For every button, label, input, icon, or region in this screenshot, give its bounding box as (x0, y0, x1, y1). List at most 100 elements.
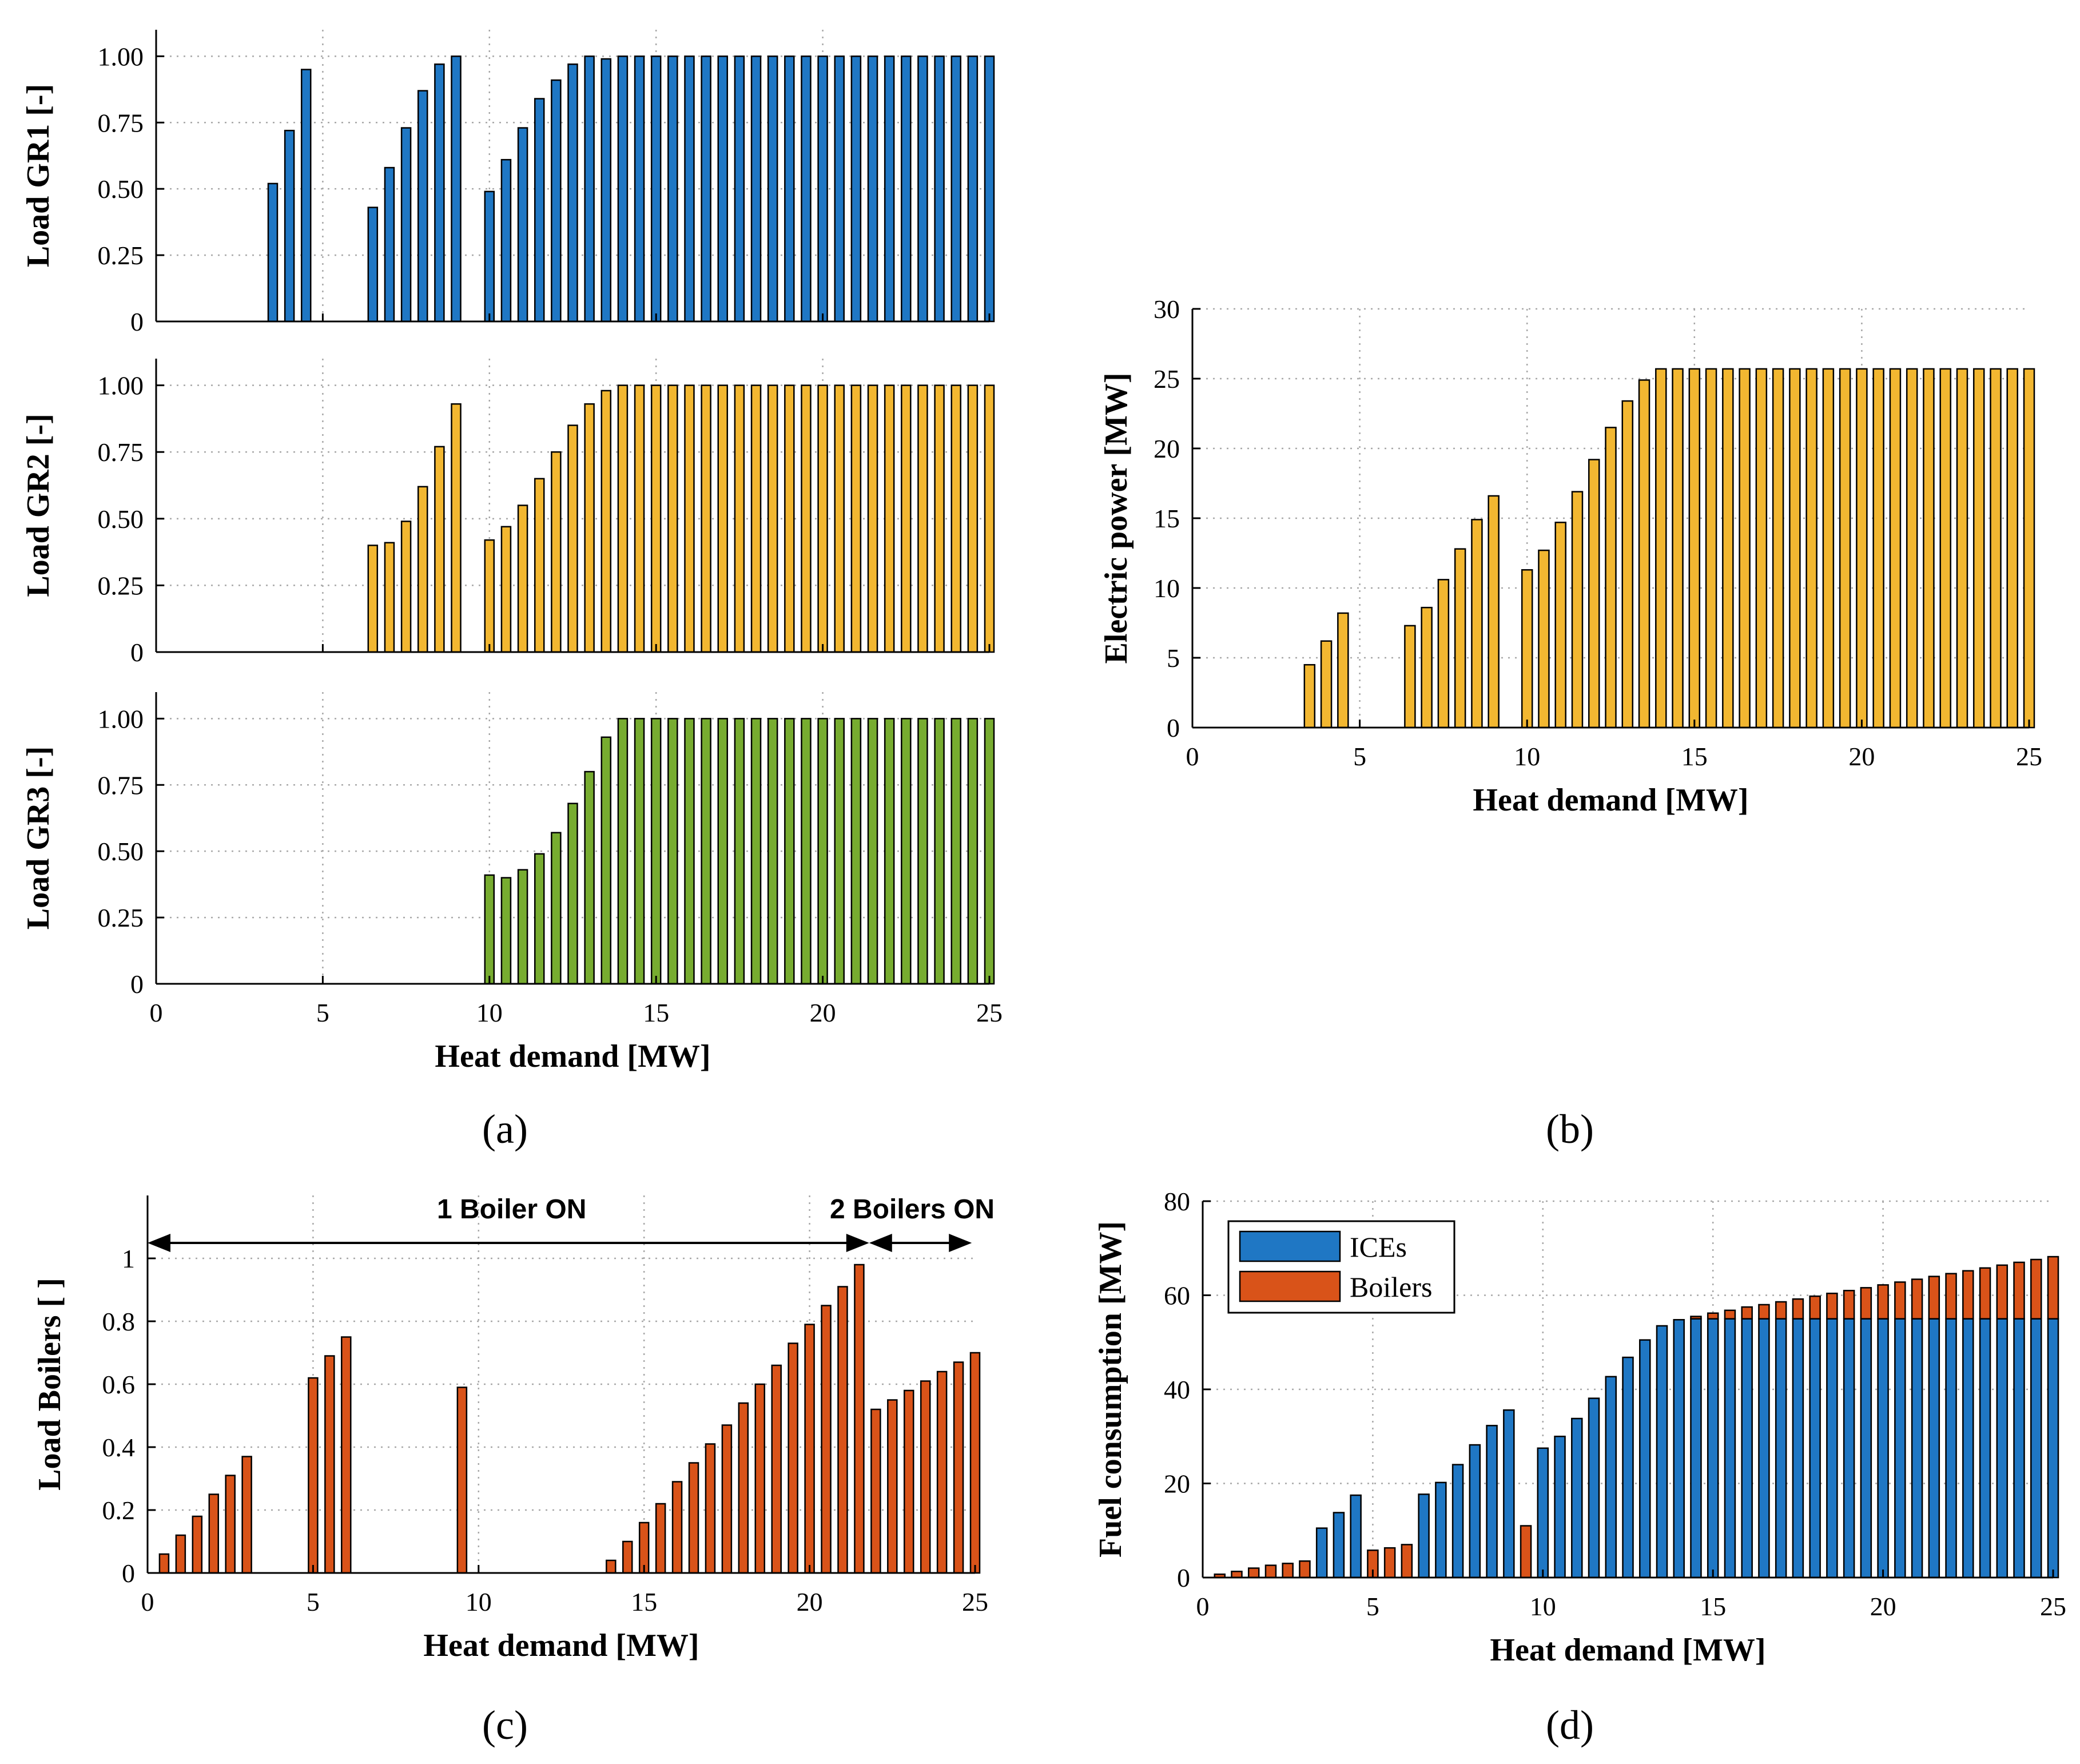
x-tick-label: 20 (810, 998, 836, 1027)
bar (784, 384, 795, 653)
x-tick-label: 0 (1196, 1592, 1210, 1621)
bar (634, 718, 645, 985)
y-axis-label: Load GR1 [-] (21, 84, 56, 267)
y-tick-label: 1.00 (98, 371, 144, 400)
bar (837, 1286, 848, 1574)
bar (1872, 368, 1884, 729)
bar (1972, 368, 1985, 729)
bar (1621, 400, 1634, 729)
y-tick-label: 0.2 (102, 1496, 136, 1525)
bar (622, 1540, 633, 1574)
bar-ices (1451, 1464, 1464, 1579)
x-tick-label: 15 (643, 998, 669, 1027)
x-tick-label: 20 (1870, 1592, 1896, 1621)
bar (950, 718, 961, 985)
y-tick-label: 0.75 (98, 438, 144, 467)
bar (684, 384, 695, 653)
bar (717, 55, 729, 323)
bar (600, 736, 612, 985)
y-tick-label: 1.00 (98, 42, 144, 71)
bar (917, 55, 928, 323)
bar-ices (1962, 1318, 1974, 1579)
bar-boilers (1860, 1287, 1872, 1320)
bar (367, 545, 379, 653)
bar (534, 853, 545, 985)
bar-ices (1724, 1318, 1736, 1579)
bar-boilers (1775, 1301, 1787, 1320)
x-tick-label: 10 (1514, 742, 1540, 771)
bar (2023, 368, 2035, 729)
bar (1839, 368, 1851, 729)
bar-ices (1690, 1318, 1702, 1579)
bar (767, 384, 778, 653)
bar (1655, 368, 1667, 729)
x-axis-label: Heat demand [MW] (1473, 782, 1748, 818)
y-tick-label: 0 (130, 638, 144, 667)
legend-swatch-boilers (1239, 1270, 1341, 1302)
bar (817, 55, 828, 323)
bar (1755, 368, 1768, 729)
bar-boilers (1843, 1290, 1855, 1320)
bar (484, 190, 495, 323)
bar (484, 874, 495, 985)
bar-ices (1996, 1318, 2009, 1579)
x-tick-label: 10 (1530, 1592, 1556, 1621)
bar-boilers (1792, 1298, 1804, 1320)
arrow-head-left (148, 1234, 170, 1252)
bar-ices (1775, 1318, 1787, 1579)
bar (650, 718, 662, 985)
bar (1923, 368, 1935, 729)
bar (1521, 569, 1533, 729)
x-tick-label: 5 (1353, 742, 1366, 771)
y-tick-label: 0.50 (98, 174, 144, 204)
x-tick-label: 15 (1700, 1592, 1726, 1621)
x-tick-label: 5 (307, 1587, 320, 1616)
chart-load-gr2: 0 0.25 0.50 0.75 1.00 Load GR2 [-] (21, 359, 995, 667)
bar (903, 1389, 914, 1574)
bar-ices (1350, 1494, 1362, 1579)
bar-boilers (1264, 1564, 1277, 1579)
bar (1337, 612, 1349, 729)
bar (887, 1399, 898, 1574)
bar-boilers (1401, 1544, 1413, 1579)
bar (984, 718, 995, 985)
bar (517, 504, 528, 653)
y-axis-label: Fuel consumption [MW] (1093, 1221, 1128, 1558)
bar-boilers (1877, 1284, 1889, 1320)
bar-boilers (1231, 1571, 1243, 1579)
bar (400, 127, 412, 323)
bar (854, 1264, 865, 1574)
y-tick-label: 60 (1164, 1281, 1190, 1310)
x-tick-label: 0 (150, 998, 163, 1027)
bar (1705, 368, 1717, 729)
bar (884, 718, 895, 985)
bar (867, 384, 878, 653)
bar-boilers (1724, 1309, 1736, 1320)
bar (434, 446, 445, 653)
arrow-head-right (846, 1234, 869, 1252)
bar-ices (1418, 1493, 1430, 1579)
bar (1805, 368, 1817, 729)
bar-ices (1554, 1436, 1566, 1579)
legend-swatch-ices (1239, 1230, 1341, 1262)
bar (308, 1377, 319, 1574)
bar (175, 1534, 186, 1574)
bar (934, 718, 945, 985)
bar (1588, 459, 1600, 729)
bar (1303, 664, 1316, 729)
bar (884, 55, 895, 323)
bar (717, 384, 729, 653)
bar (667, 55, 678, 323)
panel-label-a: (a) (482, 1106, 528, 1152)
bar (721, 1424, 733, 1574)
bar (934, 55, 945, 323)
bar (456, 1386, 468, 1574)
bar (567, 424, 578, 653)
bar (667, 384, 678, 653)
bar-ices (1469, 1444, 1481, 1579)
bar (551, 832, 562, 985)
bar (1889, 368, 1902, 729)
chart-fuel-consumption: 0 20 40 60 80 0 5 10 15 20 25 Fuel consumption [MW]… (1093, 1187, 2066, 1668)
bar (225, 1475, 236, 1574)
bar (1605, 427, 1617, 729)
